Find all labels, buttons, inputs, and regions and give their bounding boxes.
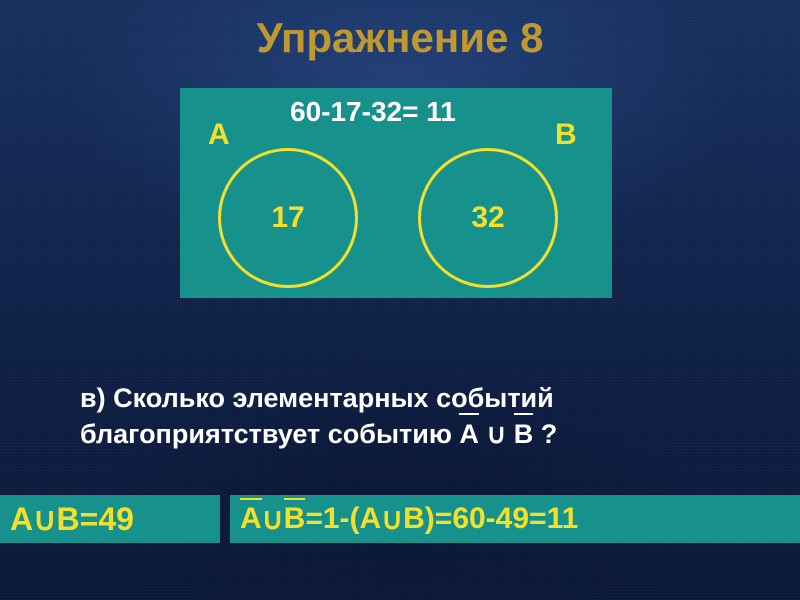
boxR-Abar: A — [240, 502, 262, 536]
question-line2a: благоприятствует событию — [80, 419, 459, 449]
formula-box-left: A∪B=49 — [0, 495, 220, 543]
label-A: A — [208, 118, 230, 152]
boxR-eq1: =1-(A — [305, 502, 381, 536]
boxR-cup: ∪ — [262, 502, 284, 537]
boxL-cup: ∪ — [33, 500, 56, 538]
boxL-B: B — [57, 501, 80, 538]
circle-B: 32 — [418, 148, 558, 288]
circle-A: 17 — [218, 148, 358, 288]
label-B: B — [555, 118, 577, 152]
formula-box-right: A ∪ B=1-(A∪B)=60-49=11 — [230, 495, 800, 543]
question-B-bar: B — [514, 416, 534, 452]
slide-title: Упражнение 8 — [0, 14, 800, 62]
question-cup: ∪ — [486, 419, 513, 449]
question-A-bar: A — [459, 416, 479, 452]
circle-B-value: 32 — [471, 201, 504, 235]
circle-A-value: 17 — [271, 201, 304, 235]
boxR-Bbar: B — [284, 502, 306, 536]
question-qmark: ? — [541, 419, 558, 449]
boxR-rest: B)=60-49=11 — [403, 502, 578, 536]
equation-top: 60-17-32= 11 — [290, 96, 456, 128]
question-text: в) Сколько элементарных событий благопри… — [80, 380, 557, 453]
boxR-cup2: ∪ — [381, 502, 403, 537]
question-line1: в) Сколько элементарных событий — [80, 383, 554, 413]
boxL-A: A — [10, 501, 33, 538]
boxL-eq: =49 — [80, 501, 134, 538]
